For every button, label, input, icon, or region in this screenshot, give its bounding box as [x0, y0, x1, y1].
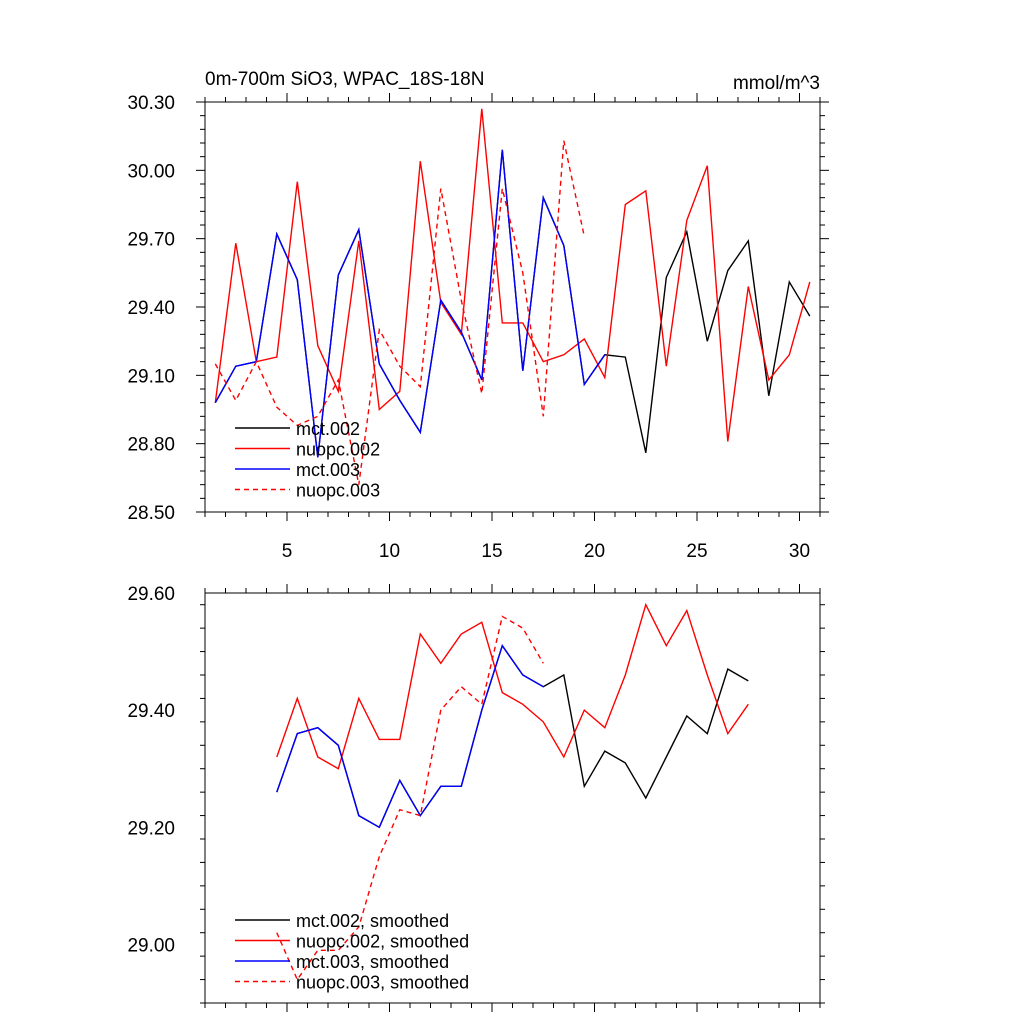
bottom-legend-label: mct.003, smoothed: [296, 952, 449, 972]
bottom-y-tick-label: 29.40: [127, 701, 175, 722]
top-legend-label: nuopc.003: [296, 481, 380, 501]
bottom-series-mct-003-smoothed: [276, 644, 544, 829]
top-x-tick-label: 5: [282, 541, 293, 562]
top-x-tick-label: 25: [686, 541, 707, 562]
top-x-tick-label: 15: [481, 541, 502, 562]
bottom-axes: 29.00 29.20 29.40 29.60: [127, 584, 825, 1012]
bottom-legend-label: nuopc.002, smoothed: [296, 932, 469, 952]
top-y-tick-label: 28.80: [127, 435, 175, 456]
top-x-tick-label: 30: [789, 541, 810, 562]
bottom-legend-label: nuopc.003, smoothed: [296, 973, 469, 993]
top-legend-label: mct.002: [296, 419, 360, 439]
top-axes: 5 10 15 20 25 30 28.50 28.80 29.10 29.40 29.70 30.0…: [127, 93, 829, 562]
top-series-nuopc-002: [214, 108, 811, 442]
top-x-tick-label: 20: [584, 541, 605, 562]
top-legend-label: nuopc.002: [296, 440, 380, 460]
bottom-series-nuopc-002-smoothed: [276, 602, 749, 770]
top-y-tick-label: 30.30: [127, 93, 175, 114]
bottom-series-nuopc-003-smoothed: [276, 615, 544, 982]
top-panel-units: mmol/m^3: [733, 73, 820, 94]
bottom-y-tick-label: 29.60: [127, 584, 175, 605]
top-panel: 0m-700m SiO3, WPAC_18S-18N mmol/m^3 5 10 1…: [127, 69, 829, 562]
top-legend-label: mct.003: [296, 460, 360, 480]
top-series-layer: [214, 108, 811, 485]
top-panel-title: 0m-700m SiO3, WPAC_18S-18N: [205, 69, 484, 90]
top-series-mct-002: [214, 149, 811, 458]
top-series-mct-003: [214, 149, 606, 458]
bottom-legend-label: mct.002, smoothed: [296, 911, 449, 931]
bottom-series-layer: [276, 602, 749, 982]
bottom-y-tick-label: 29.20: [127, 818, 175, 839]
top-series-nuopc-003: [214, 140, 585, 485]
top-y-tick-label: 29.70: [127, 230, 175, 251]
top-x-tick-label: 10: [379, 541, 400, 562]
top-y-tick-label: 28.50: [127, 503, 175, 524]
top-y-tick-label: 30.00: [127, 161, 175, 182]
bottom-y-tick-label: 29.00: [127, 935, 175, 956]
top-y-tick-label: 29.40: [127, 298, 175, 319]
top-y-tick-label: 29.10: [127, 366, 175, 387]
